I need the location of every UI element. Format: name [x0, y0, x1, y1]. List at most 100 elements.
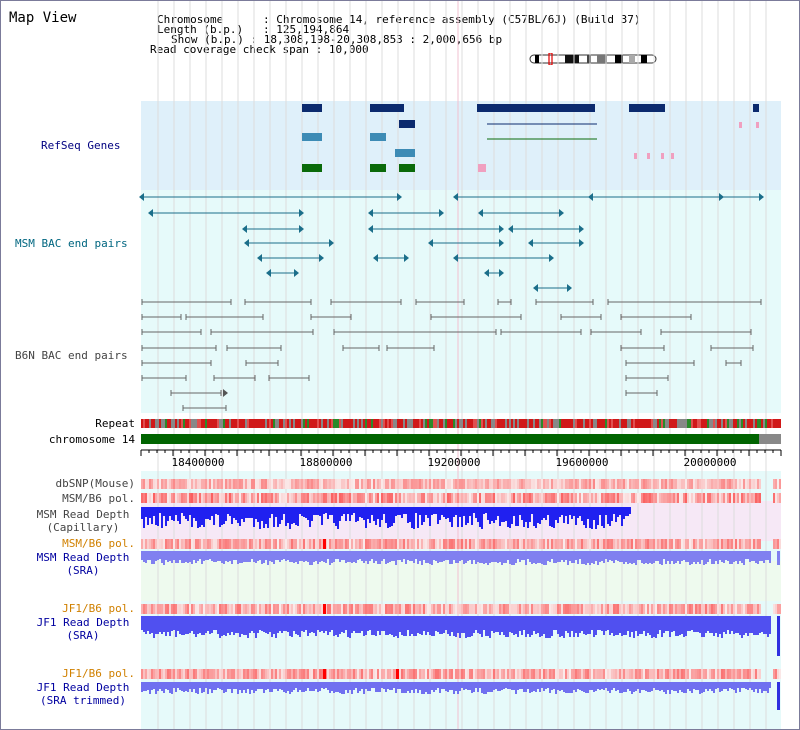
- jf1-trimmed-depth-bar: [429, 682, 431, 694]
- msm-b6-pol-cell: [175, 539, 177, 549]
- jf1-depth-bar: [607, 616, 609, 630]
- msm-b6-pol-cell: [447, 493, 449, 503]
- jf1-b6-pol-cell: [151, 669, 153, 679]
- jf1-depth-bar: [661, 616, 663, 637]
- msm-b6-pol-cell: [555, 493, 557, 503]
- msm-b6-pol-cell: [643, 539, 645, 549]
- msm-b6-pol-cell: [401, 539, 403, 549]
- jf1-b6-pol-cell: [563, 669, 565, 679]
- jf1-b6-pol-cell: [689, 669, 691, 679]
- jf1-b6-pol-cell: [297, 669, 299, 679]
- jf1-depth-bar: [279, 616, 281, 631]
- dbsnp-cell: [361, 479, 363, 489]
- jf1-trimmed-depth-bar: [713, 682, 715, 693]
- jf1-b6-pol-cell: [645, 604, 647, 614]
- jf1-b6-pol-cell: [541, 604, 543, 614]
- jf1-depth-bar: [365, 616, 367, 635]
- repeat-segment: [527, 419, 529, 428]
- jf1-b6-pol-cell: [657, 604, 659, 614]
- repeat-segment: [233, 419, 235, 428]
- jf1-b6-pol-cell: [679, 669, 681, 679]
- track-label-jf1-b6-pol-2[interactable]: JF1/B6 pol.: [62, 667, 135, 680]
- msm-capillary-depth-bar: [181, 507, 183, 513]
- dbsnp-cell: [753, 479, 755, 489]
- msm-sra-depth-bar: [611, 551, 613, 561]
- track-label-msm-b6-pol-2[interactable]: MSM/B6 pol.: [62, 537, 135, 550]
- repeat-segment: [221, 419, 223, 428]
- track-label-msm-b6-pol[interactable]: MSM/B6 pol.: [62, 492, 135, 505]
- msm-b6-pol-cell: [367, 539, 369, 549]
- jf1-depth-bar: [563, 616, 565, 638]
- gene-block: [395, 149, 415, 157]
- dbsnp-cell: [567, 479, 569, 489]
- msm-b6-pol-cell: [499, 493, 501, 503]
- msm-sra-depth-bar: [303, 551, 305, 562]
- msm-b6-pol-cell: [671, 539, 673, 549]
- msm-b6-pol-cell: [695, 493, 697, 503]
- repeat-segment: [325, 419, 327, 428]
- msm-b6-pol-cell: [367, 493, 369, 503]
- msm-sra-depth-bar: [563, 551, 565, 562]
- jf1-trimmed-depth-bar: [517, 682, 519, 690]
- jf1-b6-pol-cell: [551, 669, 553, 679]
- jf1-depth-bar: [367, 616, 369, 631]
- jf1-depth-bar: [153, 616, 155, 638]
- msm-capillary-depth-bar: [495, 507, 497, 520]
- msm-sra-depth-bar: [487, 551, 489, 565]
- jf1-depth-bar: [185, 616, 187, 634]
- jf1-b6-pol-cell: [181, 604, 183, 614]
- msm-b6-pol-cell: [301, 493, 303, 503]
- msm-b6-pol-cell: [455, 493, 457, 503]
- track-label-msm-bac[interactable]: MSM BAC end pairs: [15, 237, 128, 250]
- msm-b6-pol-cell: [497, 539, 499, 549]
- repeat-segment: [583, 419, 585, 428]
- track-label-jf1-depth-trimmed[interactable]: JF1 Read Depth (SRA trimmed): [31, 681, 135, 707]
- jf1-b6-pol-cell: [433, 604, 435, 614]
- jf1-depth-bar: [273, 616, 275, 634]
- track-label-repeat[interactable]: Repeat: [95, 417, 135, 430]
- msm-b6-pol-cell: [283, 539, 285, 549]
- msm-b6-pol-cell: [377, 539, 379, 549]
- msm-capillary-depth-bar: [425, 507, 427, 515]
- msm-b6-pol-cell: [239, 493, 241, 503]
- track-label-jf1-depth[interactable]: JF1 Read Depth (SRA): [31, 616, 135, 642]
- repeat-segment: [653, 419, 655, 428]
- jf1-trimmed-depth-bar: [495, 682, 497, 689]
- msm-sra-depth-bar: [151, 551, 153, 564]
- track-label-msm-depth-sra[interactable]: MSM Read Depth (SRA): [31, 551, 135, 577]
- msm-b6-pol-cell: [479, 539, 481, 549]
- track-label-chromosome[interactable]: chromosome 14: [48, 433, 135, 446]
- msm-b6-pol-cell: [543, 493, 545, 503]
- msm-b6-pol-cell: [333, 539, 335, 549]
- msm-b6-pol-cell: [611, 493, 613, 503]
- dbsnp-cell: [417, 479, 419, 489]
- repeat-segment: [393, 419, 395, 428]
- track-label-jf1-b6-pol[interactable]: JF1/B6 pol.: [62, 602, 135, 615]
- chromosome-ideogram[interactable]: [529, 53, 659, 65]
- track-label-b6n-bac[interactable]: B6N BAC end pairs: [15, 349, 128, 362]
- msm-b6-pol-cell: [681, 539, 683, 549]
- dbsnp-cell: [641, 479, 643, 489]
- jf1-trimmed-depth-bar: [645, 682, 647, 691]
- jf1-b6-pol-cell: [551, 604, 553, 614]
- msm-sra-depth-bar: [157, 551, 159, 560]
- msm-capillary-depth-bar: [171, 507, 173, 520]
- jf1-b6-pol-cell: [379, 669, 381, 679]
- msm-sra-depth-bar: [519, 551, 521, 562]
- jf1-trimmed-depth-bar: [767, 682, 769, 693]
- dbsnp-cell: [677, 479, 679, 489]
- track-label-msm-depth-capillary[interactable]: MSM Read Depth (Capillary): [31, 508, 135, 534]
- jf1-trimmed-depth-bar: [391, 682, 393, 690]
- jf1-depth-bar: [523, 616, 525, 630]
- jf1-b6-pol-cell: [633, 669, 635, 679]
- msm-capillary-depth-bar: [545, 507, 547, 520]
- dbsnp-cell: [159, 479, 161, 489]
- track-label-dbsnp[interactable]: dbSNP(Mouse): [55, 477, 135, 490]
- repeat-segment: [729, 419, 731, 428]
- jf1-trimmed-depth-bar: [333, 682, 335, 693]
- jf1-depth-bar: [543, 616, 545, 634]
- track-label-refseq[interactable]: RefSeq Genes: [41, 139, 121, 152]
- dbsnp-cell: [667, 479, 669, 489]
- msm-b6-pol-cell: [745, 493, 747, 503]
